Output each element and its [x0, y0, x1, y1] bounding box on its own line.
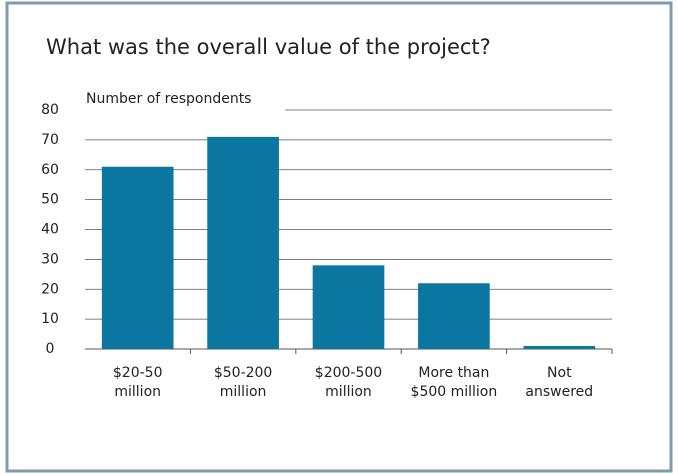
y-tick-label: 70 — [41, 132, 59, 148]
y-tick-label: 60 — [41, 162, 59, 178]
y-axis-label: Number of respondents — [86, 91, 251, 107]
x-tick-label: million — [220, 384, 267, 400]
x-tick-label: Not — [547, 365, 572, 381]
y-tick-label: 40 — [41, 222, 59, 238]
y-tick-label: 10 — [41, 311, 59, 327]
y-tick-label: 20 — [41, 281, 59, 297]
bar — [523, 346, 596, 349]
x-tick-label: $500 million — [411, 384, 498, 400]
x-tick-label: million — [114, 384, 161, 400]
bar — [101, 166, 174, 349]
x-tick-label: million — [325, 384, 372, 400]
y-tick-label: 30 — [41, 251, 59, 267]
y-tick-label: 0 — [46, 341, 55, 357]
x-tick-label: More than — [418, 365, 489, 381]
bar — [418, 283, 490, 349]
x-tick-label: $200-500 — [315, 365, 382, 381]
chart-title: What was the overall value of the projec… — [46, 35, 491, 59]
y-tick-label: 50 — [41, 192, 59, 208]
bar — [207, 136, 279, 349]
x-tick-label: answered — [525, 384, 593, 400]
x-tick-label: $20-50 — [113, 365, 163, 381]
y-tick-label: 80 — [41, 102, 59, 118]
x-tick-label: $50-200 — [214, 365, 273, 381]
bar — [312, 265, 385, 349]
